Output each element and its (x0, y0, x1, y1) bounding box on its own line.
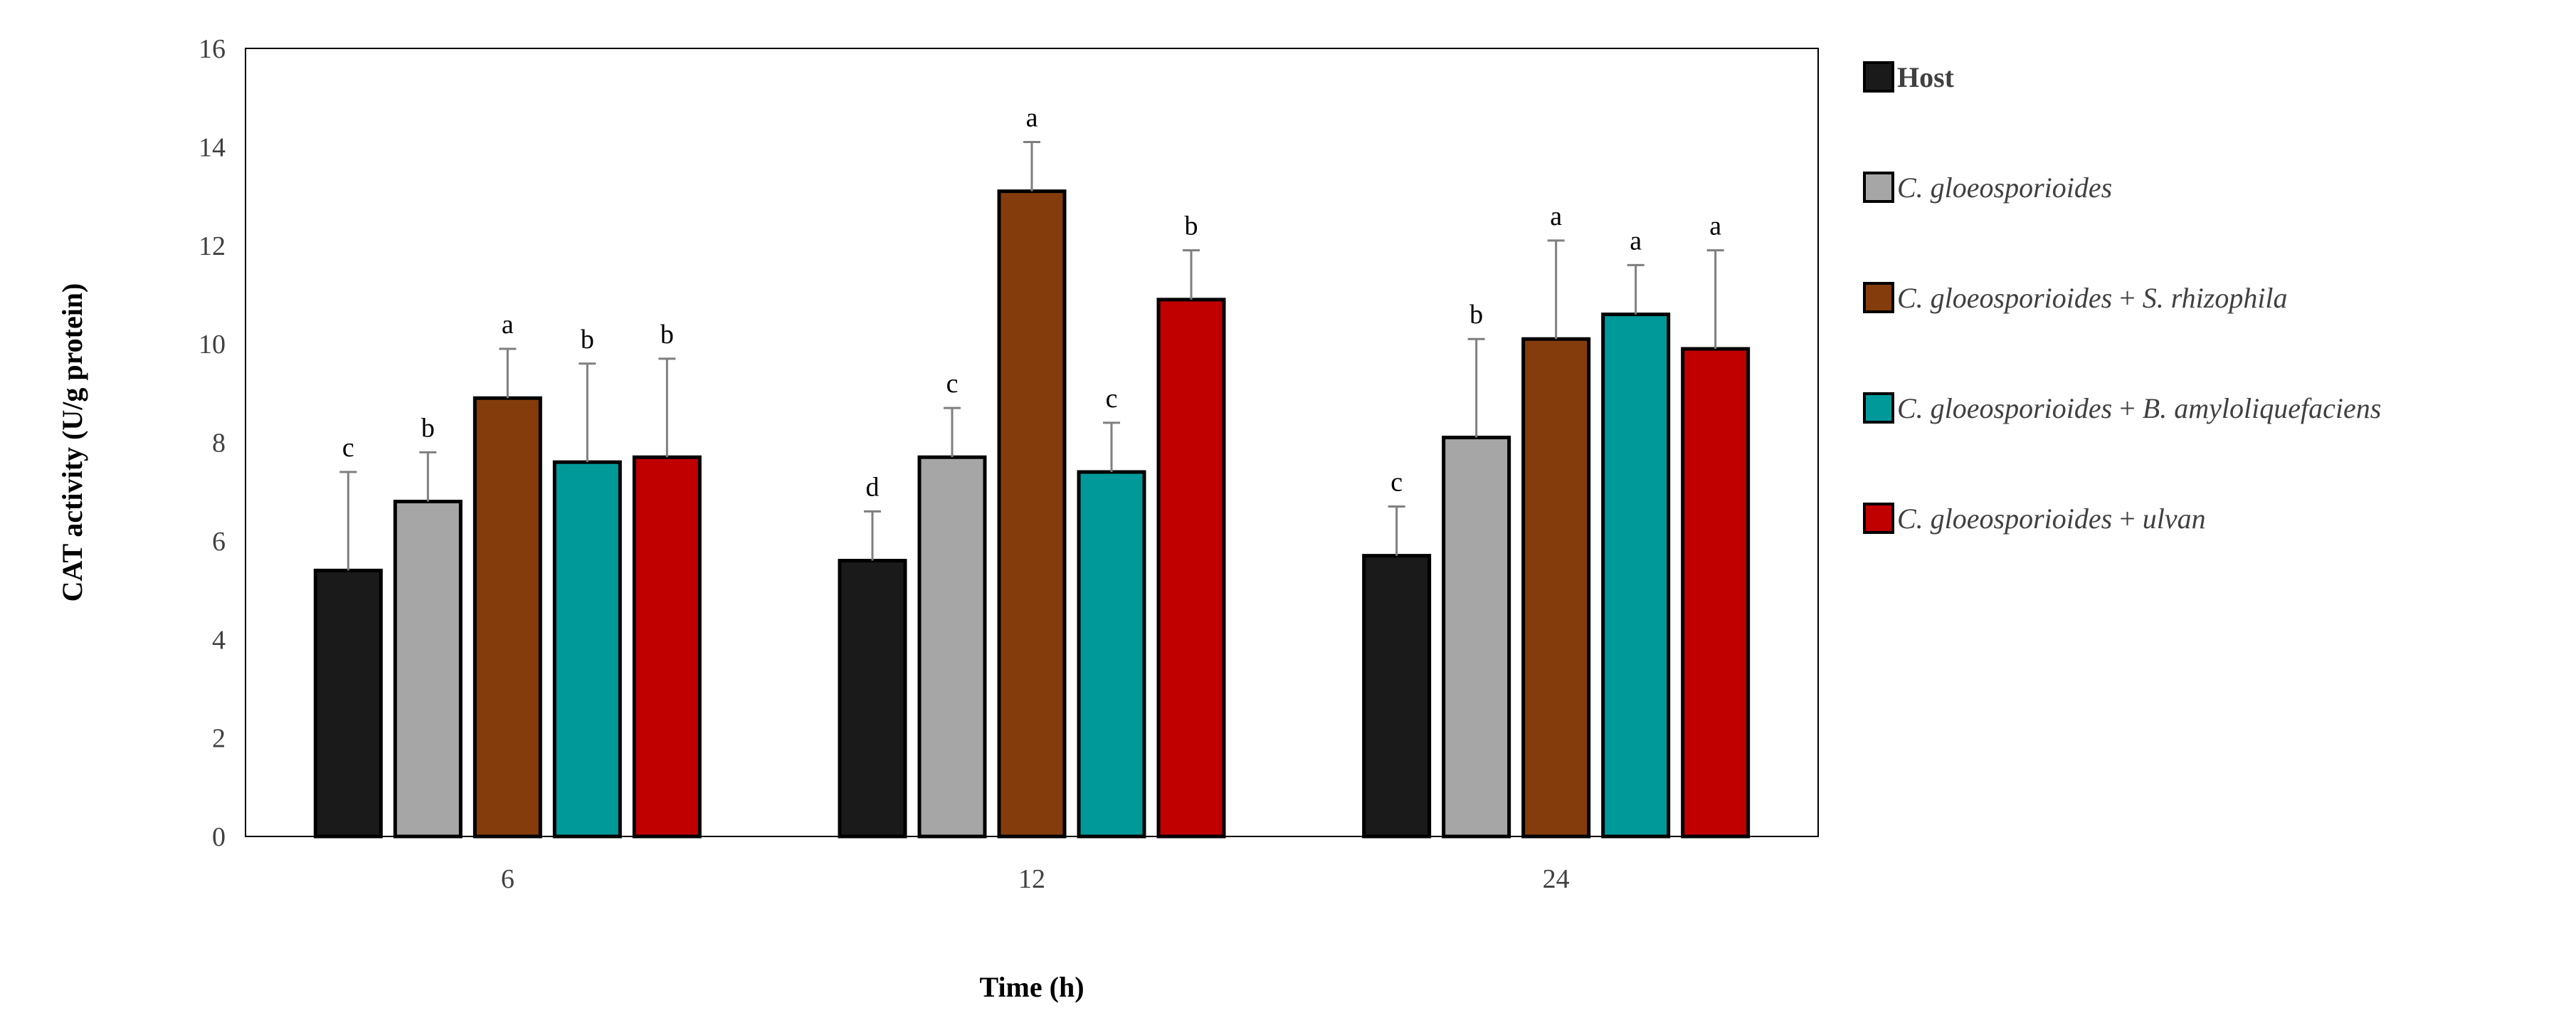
bar (917, 455, 987, 839)
legend-label-part: C. gloeosporioides (1897, 172, 2112, 204)
bar (1156, 298, 1226, 839)
y-axis-title: CAT activity (U/g protein) (56, 283, 88, 602)
bar (997, 189, 1067, 839)
x-tick-label: 12 (1018, 864, 1045, 894)
significance-letter: c (1390, 467, 1403, 497)
significance-letter: b (660, 320, 674, 350)
legend-label: C. gloeosporioides (1897, 172, 2112, 204)
bar (1601, 313, 1671, 839)
significance-letter: c (342, 433, 354, 463)
y-tick-label: 12 (199, 231, 226, 261)
y-tick-label: 8 (212, 429, 226, 458)
bar (1442, 436, 1511, 839)
significance-letter: a (502, 310, 514, 340)
significance-letter: c (1106, 384, 1118, 414)
bar (473, 396, 542, 839)
significance-letter: b (581, 325, 594, 355)
legend-label-part: + (2112, 392, 2143, 424)
y-tick-label: 0 (212, 822, 226, 852)
legend-label: C. gloeosporioides + B. amyloliquefacien… (1897, 392, 2381, 424)
significance-letter: a (1550, 201, 1562, 231)
legend-label-part: C. gloeosporioides (1897, 392, 2112, 424)
legend-label: C. gloeosporioides + S. rhizophila (1897, 282, 2288, 314)
significance-letter: a (1709, 211, 1721, 241)
bar (393, 500, 463, 839)
legend-swatch (1863, 172, 1894, 203)
significance-letter: d (866, 472, 880, 502)
significance-letter: c (946, 369, 959, 399)
bar (1077, 470, 1146, 839)
y-tick-label: 10 (199, 330, 226, 359)
x-axis-title: Time (h) (979, 971, 1084, 1003)
y-tick-label: 2 (212, 724, 226, 754)
legend-label: Host (1897, 61, 1955, 93)
legend-swatch (1863, 282, 1894, 313)
bar (1681, 347, 1751, 839)
bar (838, 559, 907, 839)
y-tick-label: 6 (212, 527, 226, 557)
legend-label-part: ulvan (2143, 503, 2206, 535)
bar (552, 460, 622, 839)
legend-swatch (1863, 61, 1894, 93)
legend-label-part: B. amyloliquefaciens (2143, 392, 2381, 424)
bar (1521, 337, 1591, 839)
significance-letter: a (1630, 226, 1642, 256)
legend-swatch (1863, 503, 1894, 534)
legend-label-part: + (2112, 282, 2143, 314)
y-tick-label: 16 (199, 34, 226, 64)
legend-swatch (1863, 392, 1894, 424)
bar (632, 455, 702, 839)
bar (313, 568, 383, 839)
legend-label: C. gloeosporioides + ulvan (1897, 503, 2206, 535)
significance-letter: b (1469, 300, 1483, 330)
significance-letter: b (421, 413, 435, 443)
legend-label-part: Host (1897, 61, 1955, 93)
legend-label-part: C. gloeosporioides (1897, 503, 2112, 535)
y-tick-label: 4 (212, 625, 226, 655)
x-tick-label: 24 (1543, 864, 1570, 894)
legend-label-part: C. gloeosporioides (1897, 282, 2112, 314)
legend-label-part: + (2112, 503, 2143, 535)
bar (1362, 554, 1432, 839)
x-tick-label: 6 (501, 864, 514, 894)
significance-letter: a (1026, 103, 1038, 132)
significance-letter: b (1185, 211, 1198, 241)
y-tick-label: 14 (199, 132, 226, 162)
legend-label-part: S. rhizophila (2143, 282, 2288, 314)
